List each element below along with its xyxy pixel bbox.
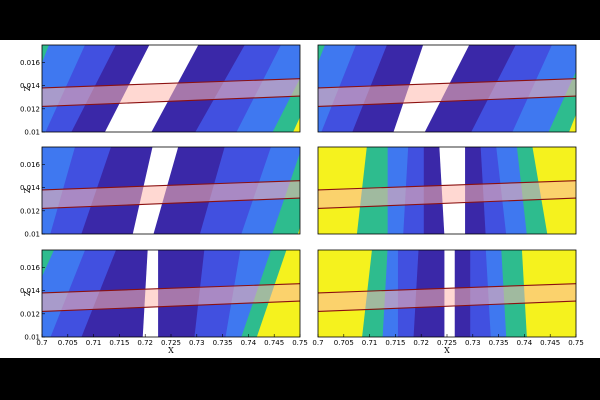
y-tick-label: 0.012 <box>20 310 40 318</box>
x-tick-label: 0.7 <box>312 339 323 347</box>
panel-1-1 <box>318 147 576 234</box>
x-tick-label: 0.745 <box>264 339 284 347</box>
band-lower-line <box>42 197 300 210</box>
x-tick-label: 0.75 <box>292 339 308 347</box>
band-upper-line <box>42 180 300 191</box>
x-tick-label: 0.725 <box>161 339 181 347</box>
panel-frame <box>41 44 301 133</box>
x-tick-label: 0.7 <box>36 339 47 347</box>
y-axis-label: Z <box>23 187 32 193</box>
x-tick-label: 0.715 <box>385 339 405 347</box>
x-tick-label: 0.72 <box>413 339 429 347</box>
band-lower-line <box>318 95 576 108</box>
band-lower-line <box>42 300 300 313</box>
x-tick-label: 0.745 <box>540 339 560 347</box>
band-lower-line <box>318 300 576 313</box>
y-tick-label: 0.014 <box>20 184 41 192</box>
y-tick-label: 0.014 <box>20 287 41 295</box>
y-tick-label: 0.01 <box>24 129 40 137</box>
y-axis-label: Z <box>23 290 32 296</box>
x-axis-label: X <box>444 346 450 355</box>
y-tick-label: 0.012 <box>20 105 40 113</box>
band-upper-line <box>42 283 300 294</box>
panel-1-0 <box>42 147 300 234</box>
y-tick-label: 0.016 <box>20 264 41 272</box>
y-tick-label: 0.01 <box>24 334 40 342</box>
y-tick-label: 0.012 <box>20 207 40 215</box>
x-axis-label: X <box>168 346 174 355</box>
x-tick-label: 0.74 <box>241 339 257 347</box>
panel-0-0 <box>42 45 300 132</box>
y-tick-label: 0.014 <box>20 82 41 90</box>
panel-frame <box>317 44 577 133</box>
y-tick-label: 0.01 <box>24 231 40 239</box>
x-tick-label: 0.72 <box>137 339 153 347</box>
x-tick-label: 0.73 <box>465 339 481 347</box>
x-tick-label: 0.75 <box>568 339 584 347</box>
x-tick-label: 0.735 <box>489 339 509 347</box>
x-tick-label: 0.725 <box>437 339 457 347</box>
panel-frame <box>41 146 301 235</box>
y-tick-label: 0.016 <box>20 161 41 169</box>
band-upper-line <box>318 78 576 89</box>
x-tick-label: 0.73 <box>189 339 205 347</box>
y-tick-label: 0.016 <box>20 59 41 67</box>
band-upper-line <box>318 180 576 191</box>
x-tick-label: 0.705 <box>334 339 354 347</box>
x-tick-label: 0.735 <box>213 339 233 347</box>
band-lower-line <box>42 95 300 108</box>
y-axis-label: Z <box>23 85 32 91</box>
x-tick-label: 0.74 <box>517 339 533 347</box>
panel-0-1 <box>318 45 576 132</box>
panel-2-1 <box>318 250 576 337</box>
band-upper-line <box>318 283 576 294</box>
x-tick-label: 0.71 <box>86 339 102 347</box>
band-lower-line <box>318 197 576 210</box>
panel-2-0 <box>42 250 300 337</box>
band-upper-line <box>42 78 300 89</box>
contour-chart-grid: 0.01 0.012 0.014 0.016 Z 0.01 0.012 0.014 0.016 Z… <box>20 44 584 355</box>
panel-frame <box>317 146 577 235</box>
figure-canvas: 0.01 0.012 0.014 0.016 Z 0.01 0.012 0.014 0.016 Z… <box>0 40 600 358</box>
x-tick-label: 0.715 <box>109 339 129 347</box>
x-tick-label: 0.705 <box>58 339 78 347</box>
x-tick-label: 0.71 <box>362 339 378 347</box>
